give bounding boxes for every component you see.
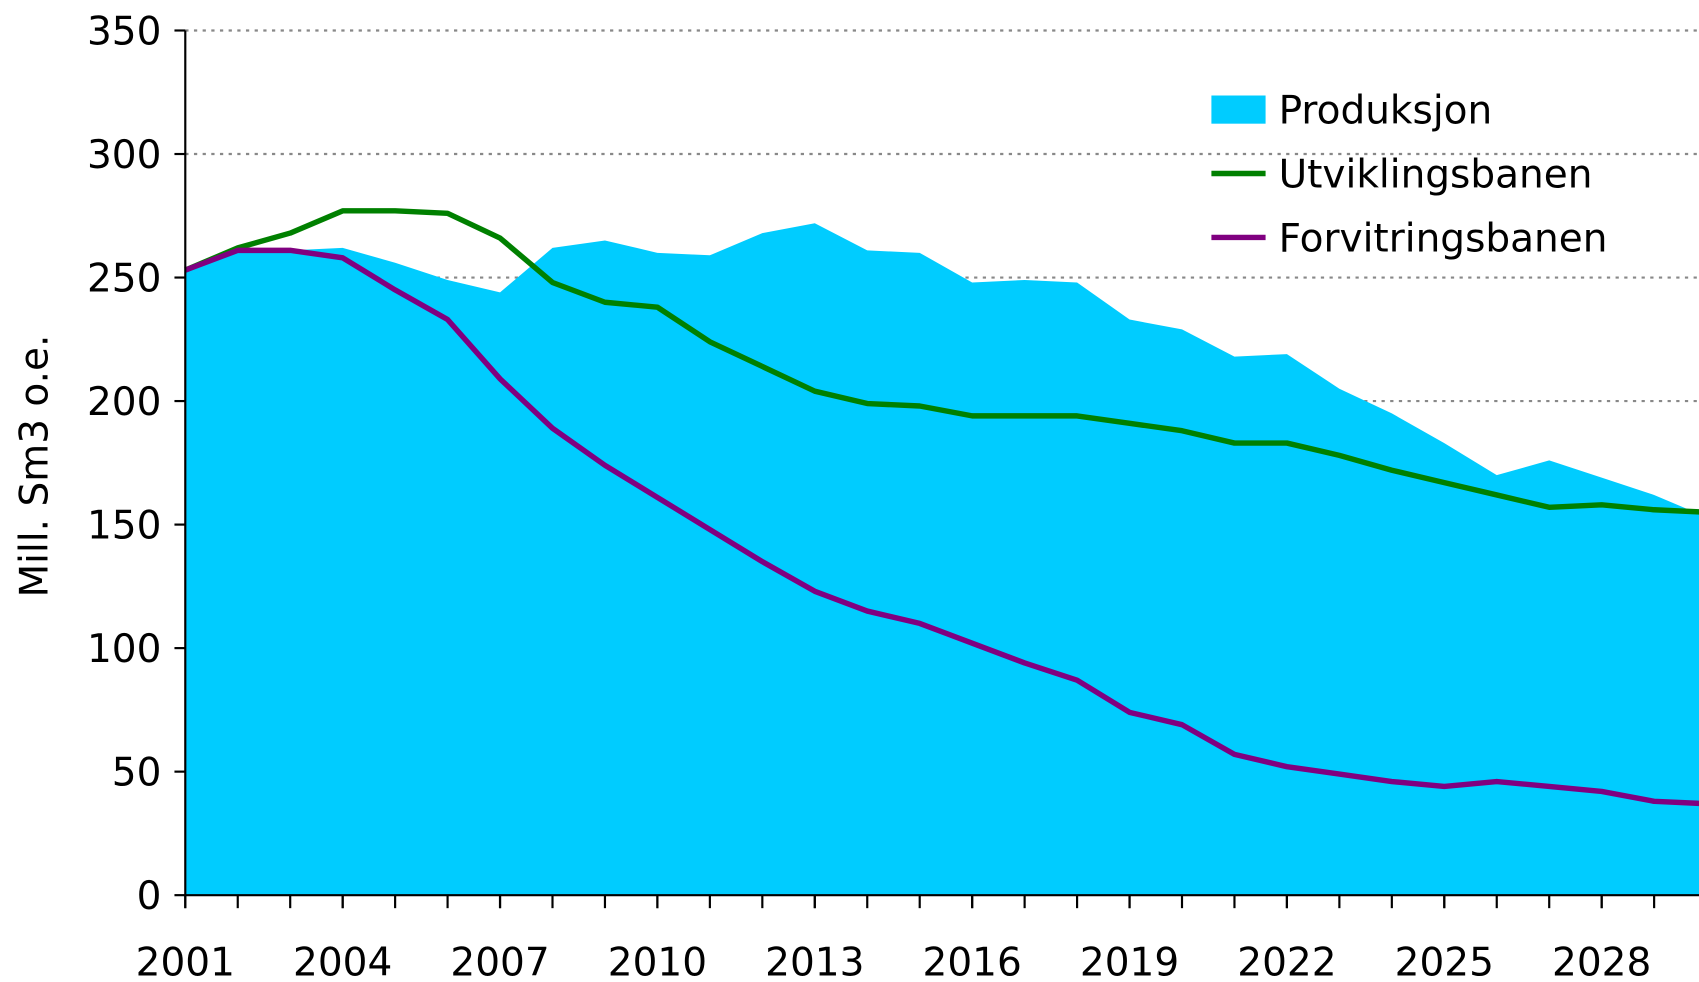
x-tick-label: 2001: [136, 940, 235, 982]
x-tick-label: 2022: [1237, 940, 1336, 982]
x-tick-label: 2019: [1080, 940, 1179, 982]
x-tick-label: 2028: [1552, 940, 1651, 982]
x-tick-label: 2025: [1395, 940, 1494, 982]
y-tick-label: 250: [87, 257, 161, 302]
x-tick-label: 2016: [923, 940, 1022, 982]
x-tick-label: 2007: [450, 940, 549, 982]
y-tick-label: 200: [87, 380, 161, 425]
y-tick-label: 0: [137, 874, 162, 919]
y-tick-label: 350: [87, 10, 161, 55]
line: [184, 208, 1699, 515]
legend-swatch: [1211, 95, 1266, 124]
area: [185, 223, 1699, 896]
y-tick-label: 100: [87, 627, 161, 672]
y-tick-label: 50: [112, 751, 162, 796]
x-tick-label: 2010: [608, 940, 707, 982]
line: [184, 247, 1699, 807]
y-tick-label: 150: [87, 504, 161, 549]
legend-label: Forvitringsbanen: [1279, 217, 1608, 262]
y-tick-label: 300: [87, 133, 161, 178]
legend-label: Produksjon: [1279, 89, 1493, 134]
y-axis-label: Mill. Sm3 o.e.: [13, 335, 58, 598]
x-tick-label: 2004: [293, 940, 392, 982]
legend-label: Utviklingsbanen: [1279, 153, 1593, 198]
x-tick-label: 2013: [765, 940, 864, 982]
